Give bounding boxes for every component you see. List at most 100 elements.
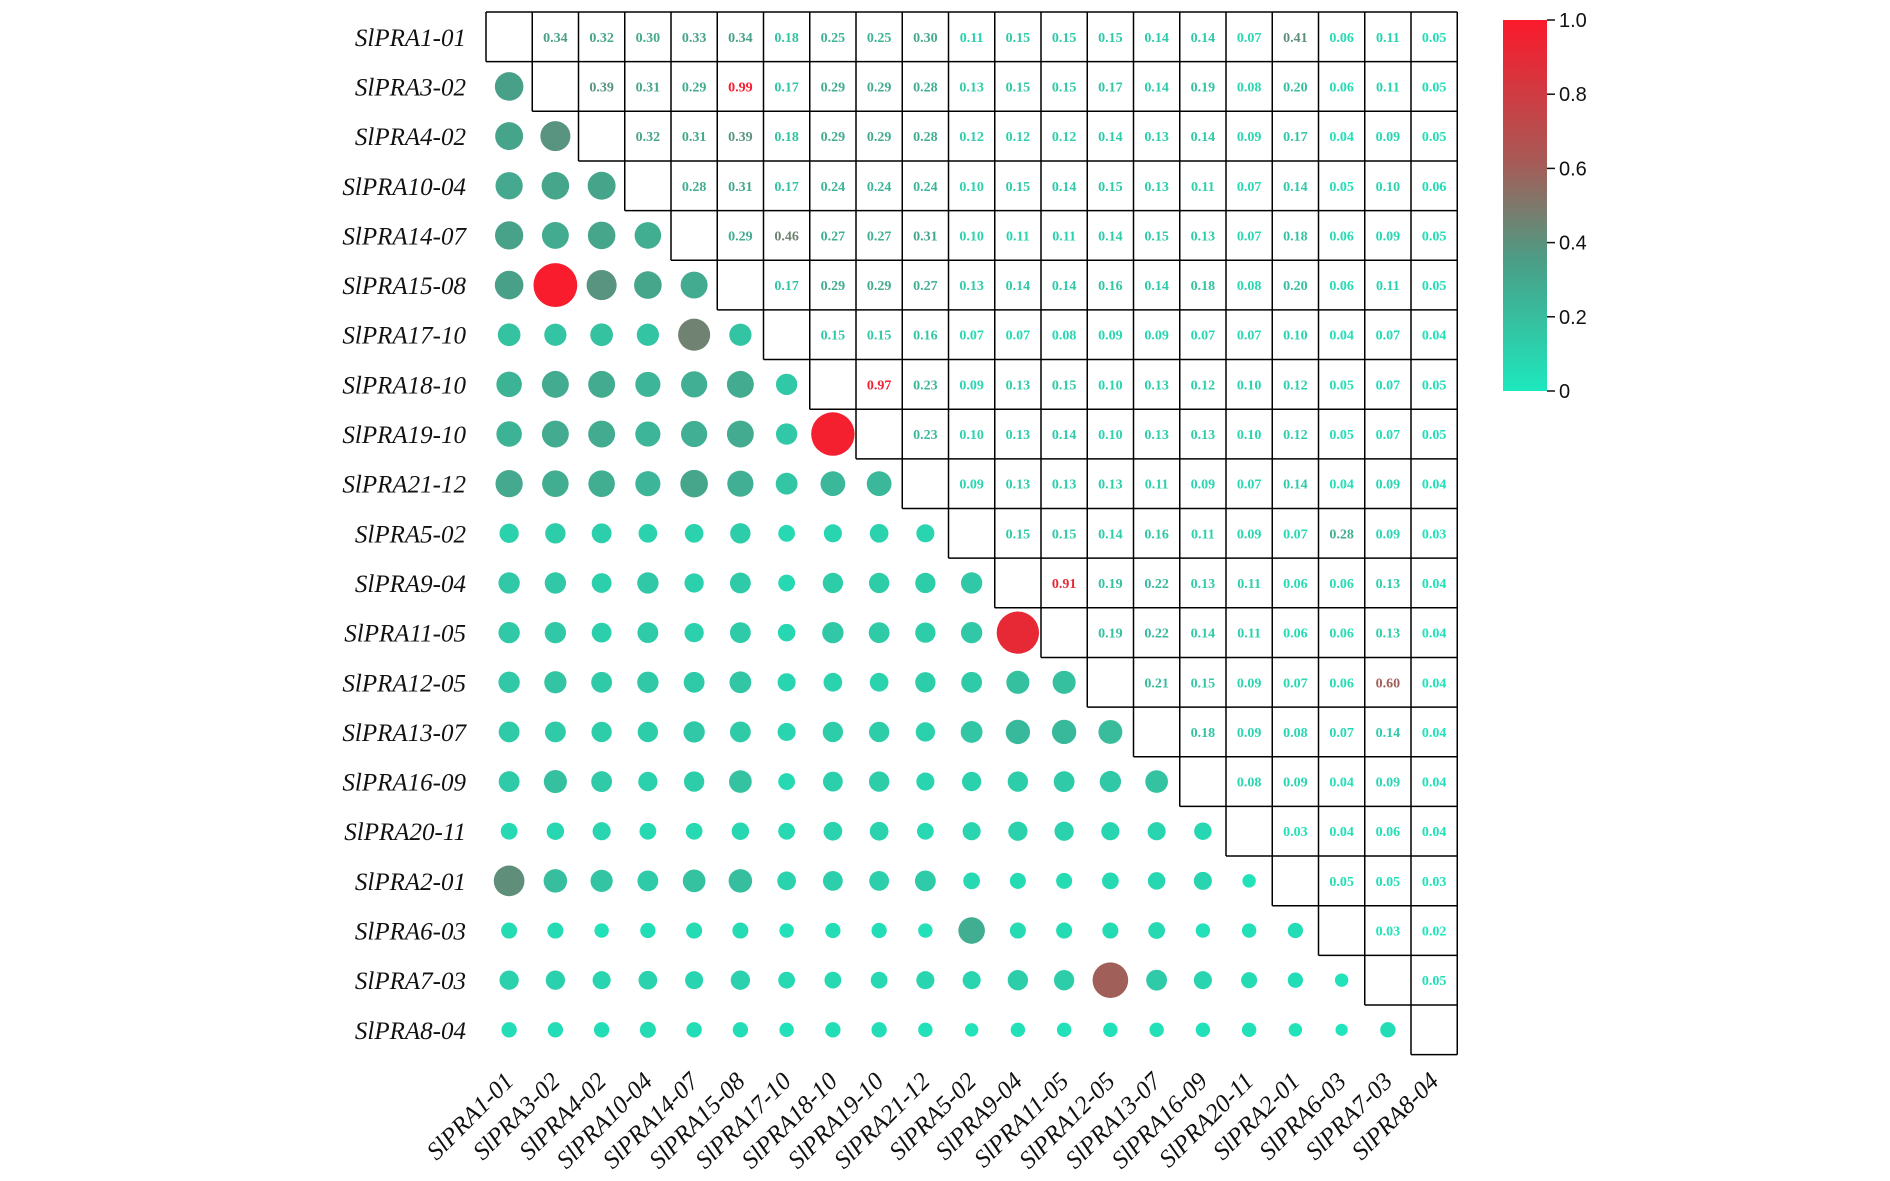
cell-value: 0.08 — [1052, 329, 1077, 344]
correlation-circle — [544, 671, 567, 694]
correlation-circle — [684, 622, 704, 643]
correlation-circle — [964, 1023, 979, 1037]
correlation-circle — [727, 470, 754, 497]
cell-value: 0.17 — [1283, 130, 1308, 145]
correlation-circle — [866, 471, 892, 497]
cell-value: 0.14 — [1191, 627, 1216, 642]
correlation-circle — [493, 865, 525, 897]
cell-value: 0.31 — [728, 180, 753, 195]
upper-triangle-values: 0.34 0.32 0.30 0.33 0.34 0.18 0.25 0.25 0.30 0.11… — [543, 31, 1446, 989]
cell-value: 0.07 — [1237, 31, 1262, 46]
cell-value: 0.10 — [959, 229, 984, 244]
cell-value: 0.05 — [1376, 875, 1401, 890]
cell-value: 0.10 — [959, 428, 984, 443]
cell-value: 0.29 — [867, 80, 892, 95]
correlation-circle — [811, 412, 855, 456]
correlation-circle — [637, 622, 659, 644]
correlation-circle — [686, 1022, 702, 1038]
cell-value: 0.07 — [1237, 478, 1262, 493]
cell-value: 0.34 — [543, 31, 568, 46]
cell-value: 0.34 — [728, 31, 753, 46]
cell-value: 0.09 — [1098, 329, 1123, 344]
cell-value: 0.04 — [1422, 776, 1447, 791]
correlation-circle — [544, 621, 567, 644]
correlation-circle — [1053, 771, 1075, 792]
cell-value: 0.09 — [1191, 478, 1216, 493]
row-label: SlPRA16-09 — [342, 770, 466, 797]
cell-value: 0.15 — [1006, 31, 1031, 46]
correlation-circle — [501, 922, 518, 939]
cell-value: 0.28 — [682, 180, 707, 195]
cell-value: 0.15 — [1098, 180, 1123, 195]
cell-value: 0.19 — [1098, 577, 1123, 592]
cell-value: 0.06 — [1376, 825, 1401, 840]
correlation-circle — [680, 469, 708, 498]
correlation-circle — [1051, 719, 1077, 745]
cell-value: 0.11 — [1237, 627, 1261, 642]
correlation-circle — [871, 922, 887, 939]
cell-value: 0.10 — [1237, 428, 1262, 443]
cell-value: 0.20 — [1283, 80, 1308, 95]
correlation-circle — [590, 869, 613, 893]
colorbar-tick-label: 0.2 — [1559, 307, 1587, 329]
cell-value: 0.06 — [1283, 627, 1308, 642]
correlation-circle — [1010, 1022, 1026, 1038]
cell-value: 0.10 — [1098, 428, 1123, 443]
cell-value: 0.03 — [1283, 825, 1308, 840]
colorbar-tick-label: 0.4 — [1559, 233, 1587, 255]
correlation-circle — [591, 671, 613, 693]
cell-value: 0.18 — [1191, 279, 1216, 294]
correlation-circle — [592, 822, 611, 841]
row-label: SlPRA10-04 — [342, 174, 466, 201]
correlation-circle — [820, 471, 846, 497]
correlation-circle — [1194, 822, 1212, 840]
correlation-circle — [498, 671, 520, 693]
cell-value: 0.28 — [913, 130, 938, 145]
correlation-circle — [1103, 1022, 1118, 1038]
correlation-circle — [869, 821, 889, 841]
correlation-circle — [777, 673, 796, 692]
correlation-circle — [996, 611, 1040, 654]
correlation-circle — [1147, 822, 1166, 841]
correlation-circle — [726, 370, 754, 398]
cell-value: 0.11 — [1052, 229, 1076, 244]
correlation-circle — [728, 869, 753, 893]
correlation-circle — [1098, 719, 1123, 744]
correlation-circle — [541, 370, 569, 398]
cell-value: 0.08 — [1237, 80, 1262, 95]
cell-value: 0.14 — [1098, 229, 1123, 244]
cell-value: 0.02 — [1422, 925, 1447, 940]
correlation-circle — [960, 572, 983, 594]
cell-value: 0.05 — [1329, 378, 1354, 393]
cell-value: 0.14 — [1144, 31, 1169, 46]
correlation-circle — [494, 72, 524, 101]
correlation-circle — [639, 1021, 656, 1038]
correlation-circle — [868, 721, 890, 743]
cell-value: 0.07 — [1283, 676, 1308, 691]
row-label: SlPRA1-01 — [355, 25, 466, 52]
cell-value: 0.31 — [682, 130, 707, 145]
cell-value: 0.04 — [1422, 627, 1447, 642]
correlation-circle — [683, 671, 705, 693]
cell-value: 0.27 — [913, 279, 938, 294]
cell-value: 0.19 — [1098, 627, 1123, 642]
cell-value: 0.06 — [1329, 627, 1354, 642]
cell-value: 0.10 — [1376, 180, 1401, 195]
cell-value: 0.13 — [1098, 478, 1123, 493]
cell-value: 0.32 — [589, 31, 614, 46]
correlation-circle — [587, 221, 616, 250]
correlation-circle — [593, 1022, 610, 1038]
cell-value: 0.20 — [1283, 279, 1308, 294]
row-label: SlPRA15-08 — [342, 273, 466, 300]
cell-value: 0.21 — [1144, 676, 1169, 691]
correlation-circle — [1056, 922, 1073, 939]
row-label: SlPRA2-01 — [355, 869, 466, 896]
correlation-circle — [587, 171, 616, 200]
correlation-circle — [961, 771, 982, 792]
correlation-circle — [778, 574, 796, 592]
correlation-circle — [591, 622, 612, 643]
row-label: SlPRA4-02 — [355, 124, 466, 151]
cell-value: 0.07 — [1329, 726, 1354, 741]
correlation-circle — [918, 923, 933, 938]
correlation-circle — [1008, 821, 1028, 841]
